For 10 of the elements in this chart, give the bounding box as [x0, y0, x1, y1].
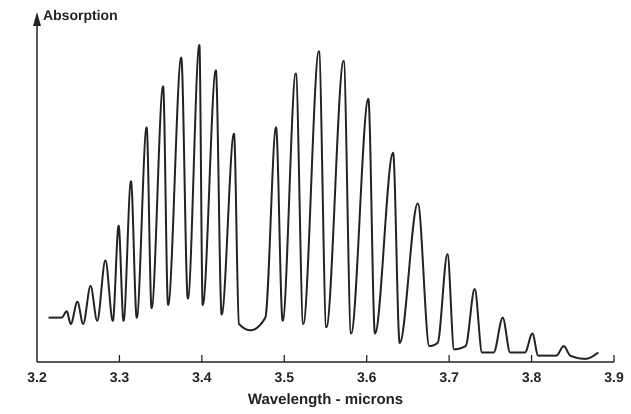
y-axis-title: Absorption — [43, 7, 118, 23]
x-tick-label: 3.3 — [110, 369, 130, 385]
x-tick-label: 3.5 — [274, 369, 294, 385]
x-tick-label: 3.9 — [604, 369, 624, 385]
x-axis-title: Wavelength - microns — [248, 391, 404, 408]
x-tick-label: 3.4 — [192, 369, 212, 385]
x-tick-label: 3.7 — [439, 369, 460, 385]
x-tick-label: 3.2 — [27, 369, 47, 385]
x-tick-label: 3.6 — [356, 369, 377, 385]
x-tick-label: 3.8 — [522, 369, 542, 385]
